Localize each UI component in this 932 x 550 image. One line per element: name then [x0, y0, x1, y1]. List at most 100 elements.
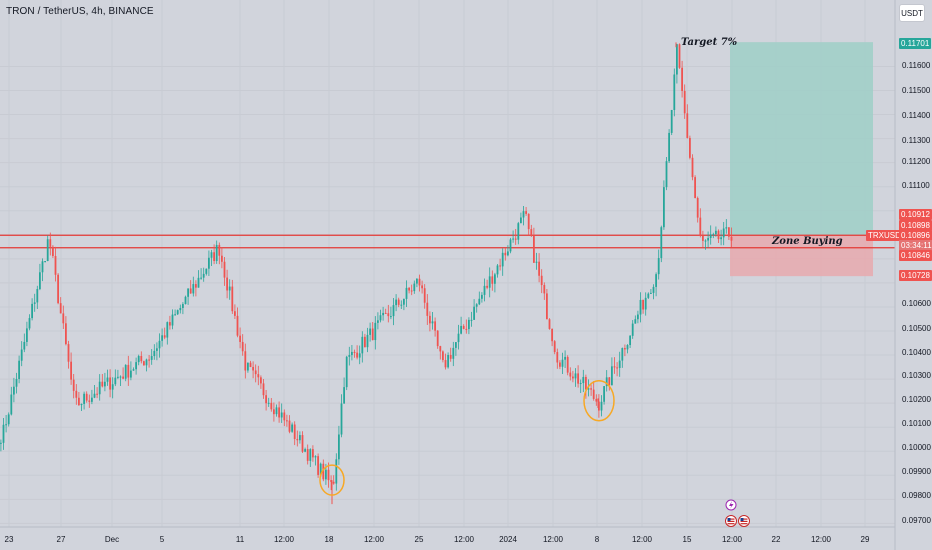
candle-body: [288, 420, 291, 432]
us-flag-icon[interactable]: [725, 515, 737, 527]
candle-body: [127, 364, 130, 378]
candle-body: [163, 335, 166, 338]
x-tick-label: 12:00: [363, 535, 385, 544]
x-tick-label: 2024: [499, 535, 517, 544]
candle-body: [403, 298, 405, 305]
candle-body: [317, 456, 319, 475]
candle-body: [122, 376, 124, 379]
candle-body: [527, 213, 530, 230]
candle-body: [618, 360, 621, 369]
candle-body: [286, 420, 288, 422]
candle-body: [20, 349, 23, 361]
candle-body: [197, 277, 200, 288]
candle-body: [686, 113, 689, 138]
level-2-price-tag: 0.10846: [899, 250, 932, 261]
x-tick-label: 15: [682, 535, 692, 544]
candle-body: [124, 364, 127, 379]
candle-body: [647, 293, 650, 298]
candle-body: [78, 397, 80, 406]
currency-button[interactable]: USDT: [899, 4, 925, 22]
candle-body: [98, 381, 101, 395]
candle-body: [319, 463, 322, 475]
candle-body: [673, 74, 676, 110]
us-flag-icon[interactable]: [738, 515, 750, 527]
candle-body: [561, 359, 564, 367]
candle-body: [309, 449, 312, 461]
candle-body: [678, 44, 681, 68]
candle-body: [551, 328, 553, 342]
candle-body: [470, 319, 473, 321]
x-tick-label: 25: [414, 535, 424, 544]
candle-body: [496, 265, 499, 275]
y-tick-label: 0.11100: [902, 181, 930, 190]
lightning-icon[interactable]: [725, 499, 737, 511]
candle-body: [379, 315, 382, 321]
candle-body: [72, 379, 75, 391]
candle-body: [231, 286, 234, 312]
x-tick-label: 5: [159, 535, 165, 544]
x-tick-label: 22: [771, 535, 781, 544]
candle-body: [730, 236, 733, 241]
candle-body: [449, 355, 452, 359]
candle-body: [106, 377, 109, 382]
candle-body: [426, 302, 429, 316]
candle-body: [356, 352, 358, 358]
candle-body: [273, 409, 275, 415]
x-tick-label: 12:00: [273, 535, 295, 544]
candle-body: [613, 366, 616, 368]
candle-body: [540, 275, 543, 286]
candle-body: [176, 310, 179, 315]
candle-body: [67, 344, 70, 362]
candle-body: [587, 388, 590, 390]
candle-body: [400, 304, 403, 306]
candle-body: [296, 438, 299, 441]
candle-body: [707, 237, 709, 241]
candle-body: [410, 290, 413, 292]
candle-body: [725, 227, 728, 229]
candle-body: [512, 238, 514, 240]
candle-body: [353, 351, 356, 353]
last-price-tag: 0.10896: [899, 230, 932, 241]
candle-body: [62, 313, 65, 324]
x-tick-label: 11: [235, 535, 245, 544]
y-tick-label: 0.10000: [902, 443, 931, 452]
candle-body: [517, 223, 520, 240]
candle-body: [140, 356, 143, 362]
candle-body: [691, 157, 694, 178]
candle-body: [153, 350, 156, 357]
candle-body: [158, 340, 161, 349]
candle-body: [595, 398, 598, 402]
candle-body: [676, 44, 678, 75]
y-tick-label: 0.10600: [902, 299, 931, 308]
target-price-tag: 0.11701: [899, 38, 932, 49]
candle-body: [418, 278, 421, 286]
candle-body: [348, 355, 351, 357]
candle-body: [148, 359, 150, 361]
candle-body: [462, 325, 465, 329]
x-tick-label: 12:00: [810, 535, 832, 544]
candle-body: [213, 252, 215, 262]
x-tick-label: 12:00: [542, 535, 564, 544]
candle-body: [130, 370, 132, 378]
candle-body: [717, 230, 720, 240]
candle-body: [652, 286, 655, 293]
stop-price-tag: 0.10728: [899, 270, 932, 281]
candle-body: [143, 361, 145, 366]
candle-body: [663, 187, 665, 228]
x-tick-label: 23: [4, 535, 14, 544]
candle-body: [228, 286, 231, 291]
level-top-price-tag: 0.10912: [899, 209, 932, 220]
candle-body: [590, 388, 592, 390]
candle-body: [340, 403, 343, 435]
candle-body: [631, 323, 634, 336]
candle-body: [582, 376, 585, 384]
candle-body: [413, 283, 416, 292]
y-tick-label: 0.10200: [902, 395, 931, 404]
candle-body: [156, 348, 158, 351]
candle-body: [179, 307, 182, 311]
candle-body: [241, 341, 244, 352]
candle-body: [650, 292, 652, 294]
x-tick-label: 12:00: [721, 535, 743, 544]
candle-body: [93, 393, 96, 398]
